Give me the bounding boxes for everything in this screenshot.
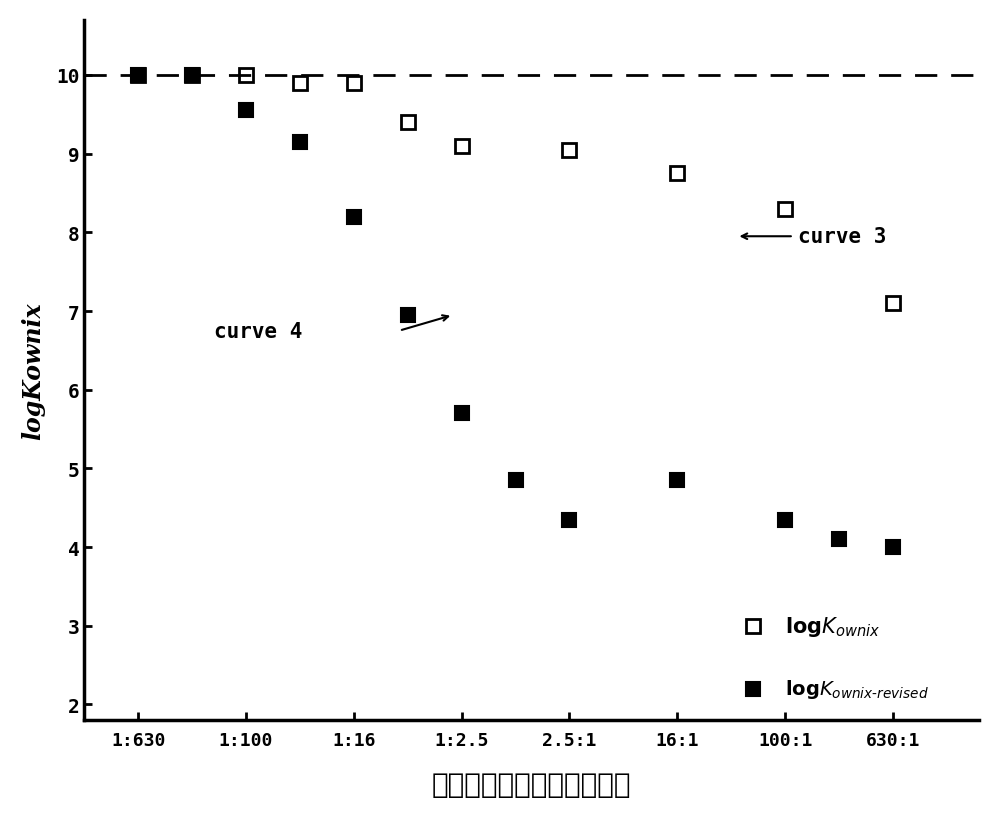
Y-axis label: logKownix: logKownix: [21, 302, 45, 439]
Text: curve 3: curve 3: [798, 227, 886, 247]
X-axis label: 混合物中各组分摩尔浓度比: 混合物中各组分摩尔浓度比: [432, 770, 631, 799]
Text: $\mathbf{log}K_{\mathit{ownix}}$: $\mathbf{log}K_{\mathit{ownix}}$: [785, 614, 880, 638]
Text: $\mathbf{log}K_{\mathit{ownix\text{-}revised}}$: $\mathbf{log}K_{\mathit{ownix\text{-}rev…: [785, 677, 929, 700]
Text: curve 4: curve 4: [214, 321, 302, 342]
